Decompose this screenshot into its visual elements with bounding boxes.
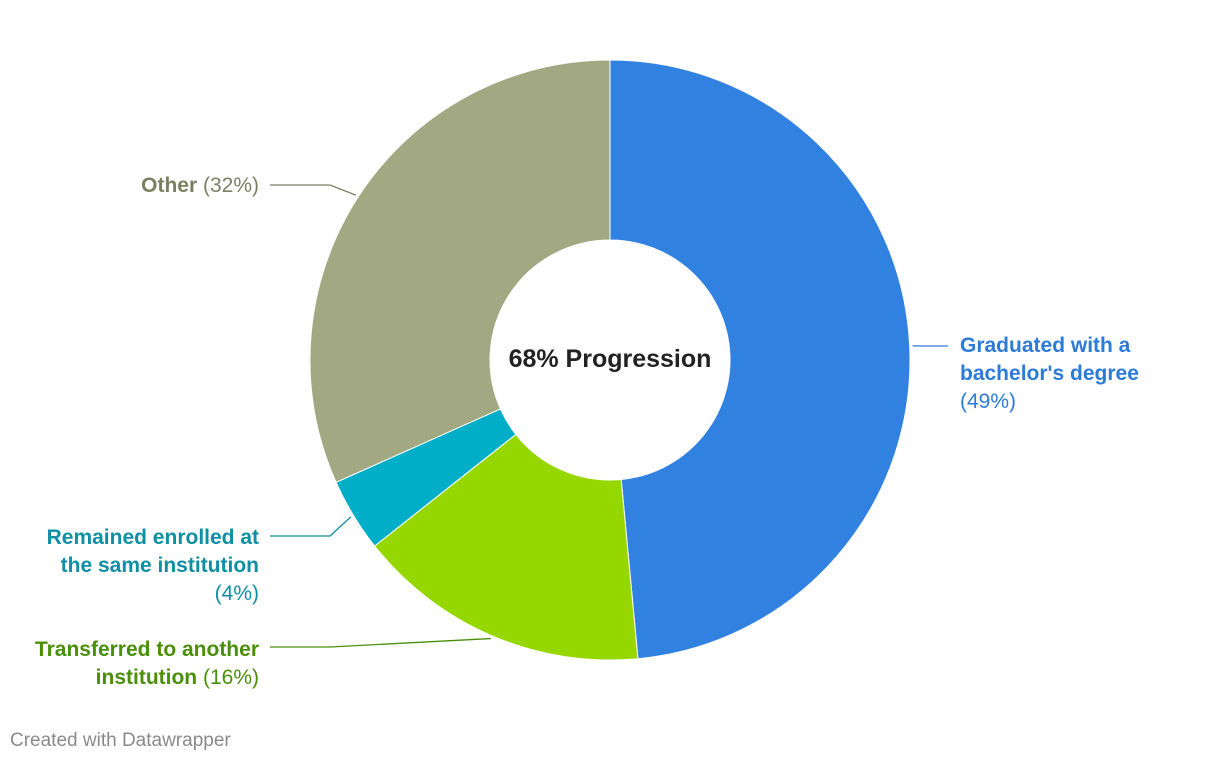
leader-line — [270, 639, 491, 647]
slice-label-name: institution — [96, 666, 197, 689]
leader-line — [270, 185, 356, 195]
slice-label-value: (32%) — [197, 174, 259, 197]
slice-label-value: (49%) — [960, 390, 1016, 413]
leader-line — [270, 517, 351, 536]
slice-label: Transferred to another — [35, 638, 259, 661]
credit-text: Created with Datawrapper — [10, 730, 231, 752]
slice-label: Graduated with a — [960, 334, 1131, 357]
slice-label-value: (4%) — [215, 582, 259, 605]
slice-label: bachelor's degree — [960, 362, 1139, 385]
slice-label-name: bachelor's degree — [960, 362, 1139, 385]
slice-label: the same institution — [61, 554, 259, 577]
slice-label-name: Remained enrolled at — [47, 526, 259, 549]
donut-slice — [310, 60, 610, 482]
slice-label-value: (16%) — [197, 666, 259, 689]
slice-label-name: Transferred to another — [35, 638, 259, 661]
slice-label: (49%) — [960, 390, 1016, 413]
slice-label: Other (32%) — [141, 174, 259, 197]
slice-label: institution (16%) — [96, 666, 259, 689]
slice-label-name: the same institution — [61, 554, 259, 577]
center-label: 68% Progression — [509, 345, 712, 373]
slice-label: (4%) — [215, 582, 259, 605]
slice-label-name: Other — [141, 174, 197, 197]
slice-label-name: Graduated with a — [960, 334, 1131, 357]
slice-label: Remained enrolled at — [47, 526, 259, 549]
